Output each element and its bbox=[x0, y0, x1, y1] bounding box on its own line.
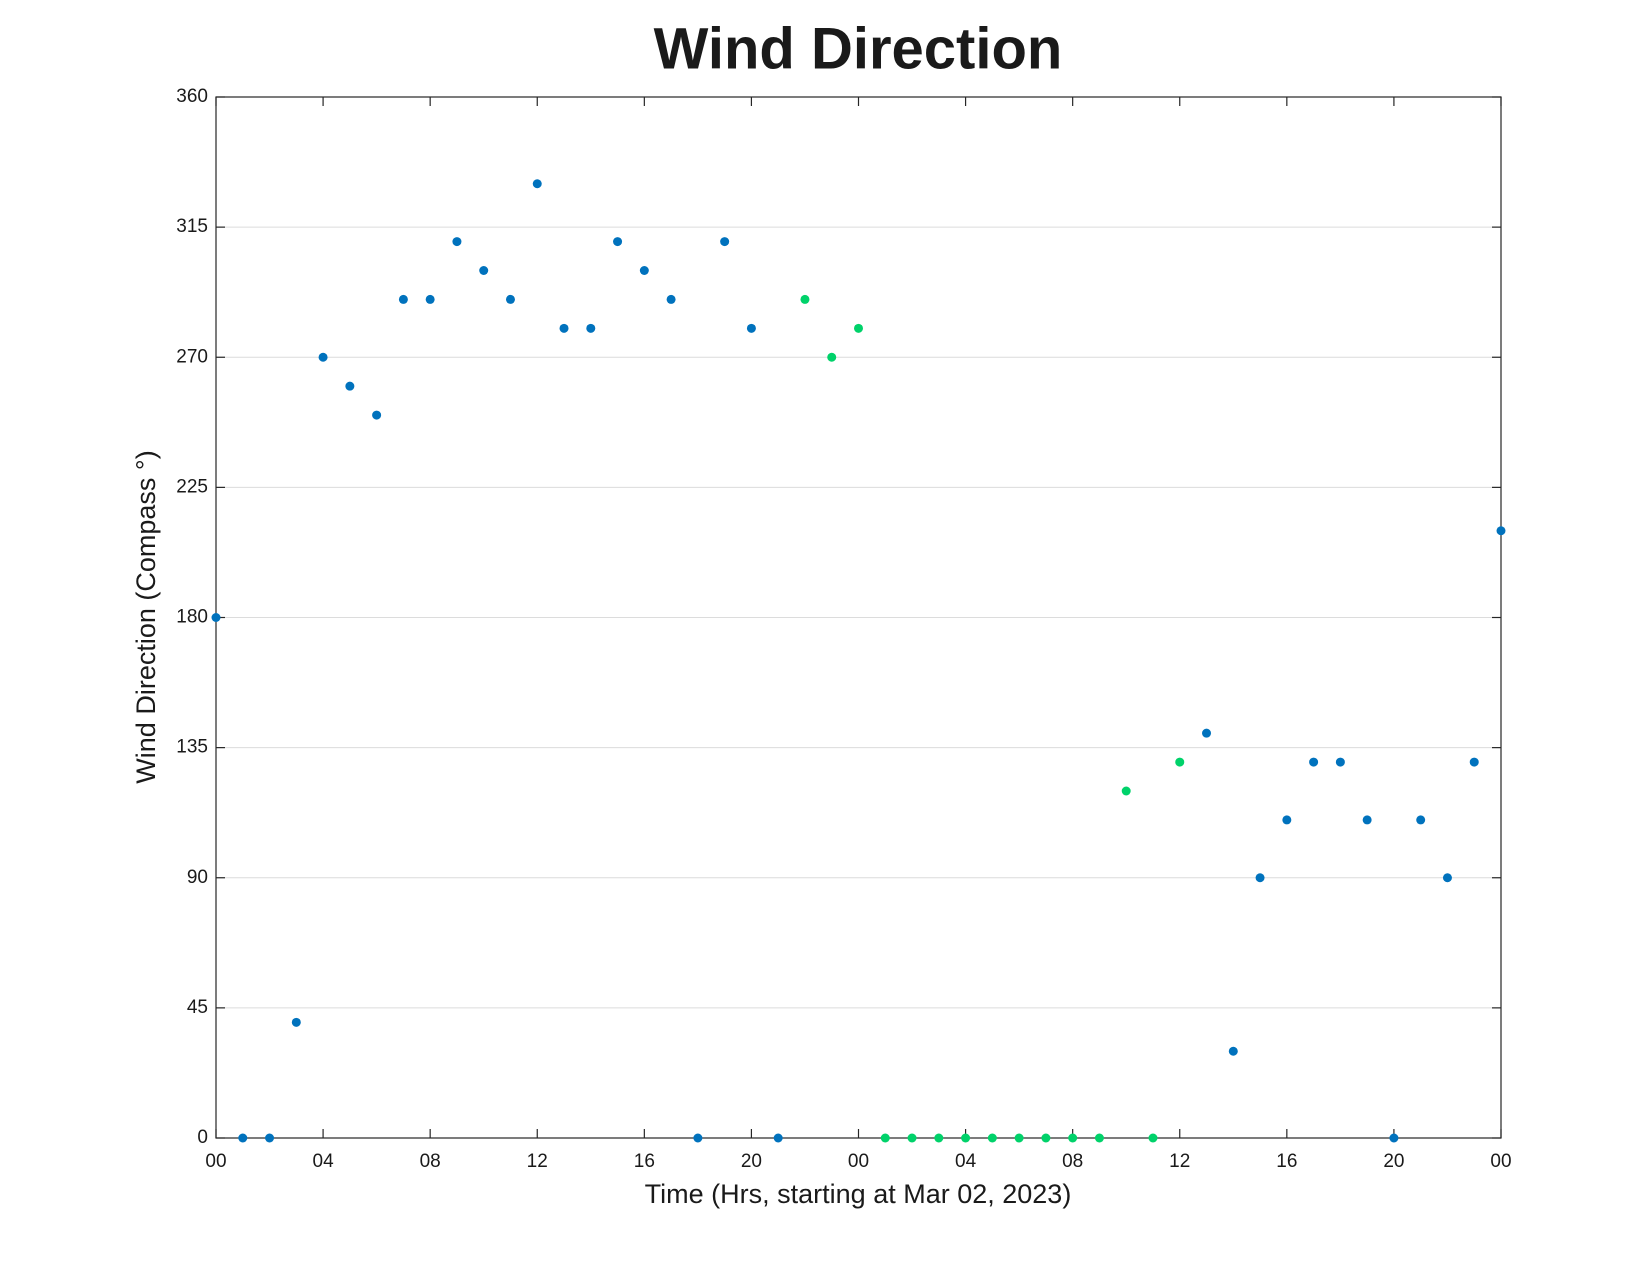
point bbox=[1068, 1133, 1078, 1143]
point bbox=[1202, 728, 1212, 738]
x-tick-label: 04 bbox=[955, 1151, 977, 1172]
chart-title: Wind Direction bbox=[654, 16, 1063, 81]
x-tick-label: 00 bbox=[1490, 1151, 1511, 1172]
point bbox=[318, 352, 328, 362]
point bbox=[1496, 526, 1506, 536]
point bbox=[1121, 786, 1131, 796]
point bbox=[1469, 757, 1479, 767]
point bbox=[1148, 1133, 1158, 1143]
point bbox=[265, 1133, 275, 1143]
x-tick-label: 12 bbox=[527, 1151, 548, 1172]
x-tick-label: 00 bbox=[848, 1151, 869, 1172]
point bbox=[666, 294, 676, 304]
point bbox=[1389, 1133, 1399, 1143]
point bbox=[746, 323, 756, 333]
point bbox=[934, 1133, 944, 1143]
point bbox=[345, 381, 355, 391]
point bbox=[693, 1133, 703, 1143]
x-tick-label: 12 bbox=[1169, 1151, 1190, 1172]
point bbox=[907, 1133, 917, 1143]
y-tick-label: 135 bbox=[176, 737, 208, 758]
point bbox=[479, 266, 489, 275]
point bbox=[1362, 815, 1372, 825]
point bbox=[1309, 757, 1319, 767]
point bbox=[987, 1133, 997, 1143]
y-axis-label: Wind Direction (Compass °) bbox=[131, 450, 161, 783]
y-tick-label: 0 bbox=[197, 1127, 208, 1148]
point bbox=[854, 323, 863, 333]
point bbox=[1442, 873, 1452, 883]
point bbox=[238, 1133, 248, 1143]
x-tick-label: 16 bbox=[634, 1151, 655, 1172]
point bbox=[1228, 1046, 1238, 1056]
point bbox=[398, 294, 408, 304]
y-tick-label: 225 bbox=[176, 476, 208, 497]
point bbox=[880, 1133, 890, 1143]
point bbox=[372, 410, 382, 420]
point bbox=[1255, 873, 1265, 883]
point bbox=[452, 237, 462, 247]
point bbox=[291, 1017, 301, 1027]
point bbox=[639, 266, 649, 275]
point bbox=[1282, 815, 1292, 825]
point bbox=[773, 1133, 783, 1143]
x-tick-label: 08 bbox=[420, 1151, 441, 1172]
point bbox=[211, 613, 221, 622]
point bbox=[1014, 1133, 1024, 1143]
point bbox=[505, 294, 515, 304]
x-tick-label: 20 bbox=[1383, 1151, 1404, 1172]
y-tick-label: 270 bbox=[176, 346, 208, 367]
point bbox=[425, 294, 435, 304]
point bbox=[1416, 815, 1426, 825]
x-tick-label: 16 bbox=[1276, 1151, 1297, 1172]
x-axis-label: Time (Hrs, starting at Mar 02, 2023) bbox=[645, 1179, 1072, 1209]
y-tick-label: 180 bbox=[176, 607, 208, 628]
x-tick-label: 00 bbox=[205, 1151, 226, 1172]
point bbox=[800, 294, 810, 304]
point bbox=[559, 323, 569, 333]
point bbox=[1041, 1133, 1051, 1143]
point bbox=[1094, 1133, 1104, 1143]
point bbox=[1175, 757, 1185, 767]
point bbox=[961, 1133, 971, 1143]
point bbox=[532, 179, 542, 189]
point bbox=[827, 352, 837, 362]
point bbox=[613, 237, 623, 247]
y-tick-label: 315 bbox=[176, 216, 208, 237]
x-tick-label: 08 bbox=[1062, 1151, 1083, 1172]
y-tick-label: 90 bbox=[187, 867, 208, 888]
x-tick-label: 04 bbox=[313, 1151, 335, 1172]
point bbox=[586, 323, 596, 333]
point bbox=[1335, 757, 1345, 767]
y-tick-label: 45 bbox=[187, 997, 208, 1018]
y-tick-label: 360 bbox=[176, 86, 208, 107]
point bbox=[720, 237, 730, 247]
x-tick-label: 20 bbox=[741, 1151, 762, 1172]
